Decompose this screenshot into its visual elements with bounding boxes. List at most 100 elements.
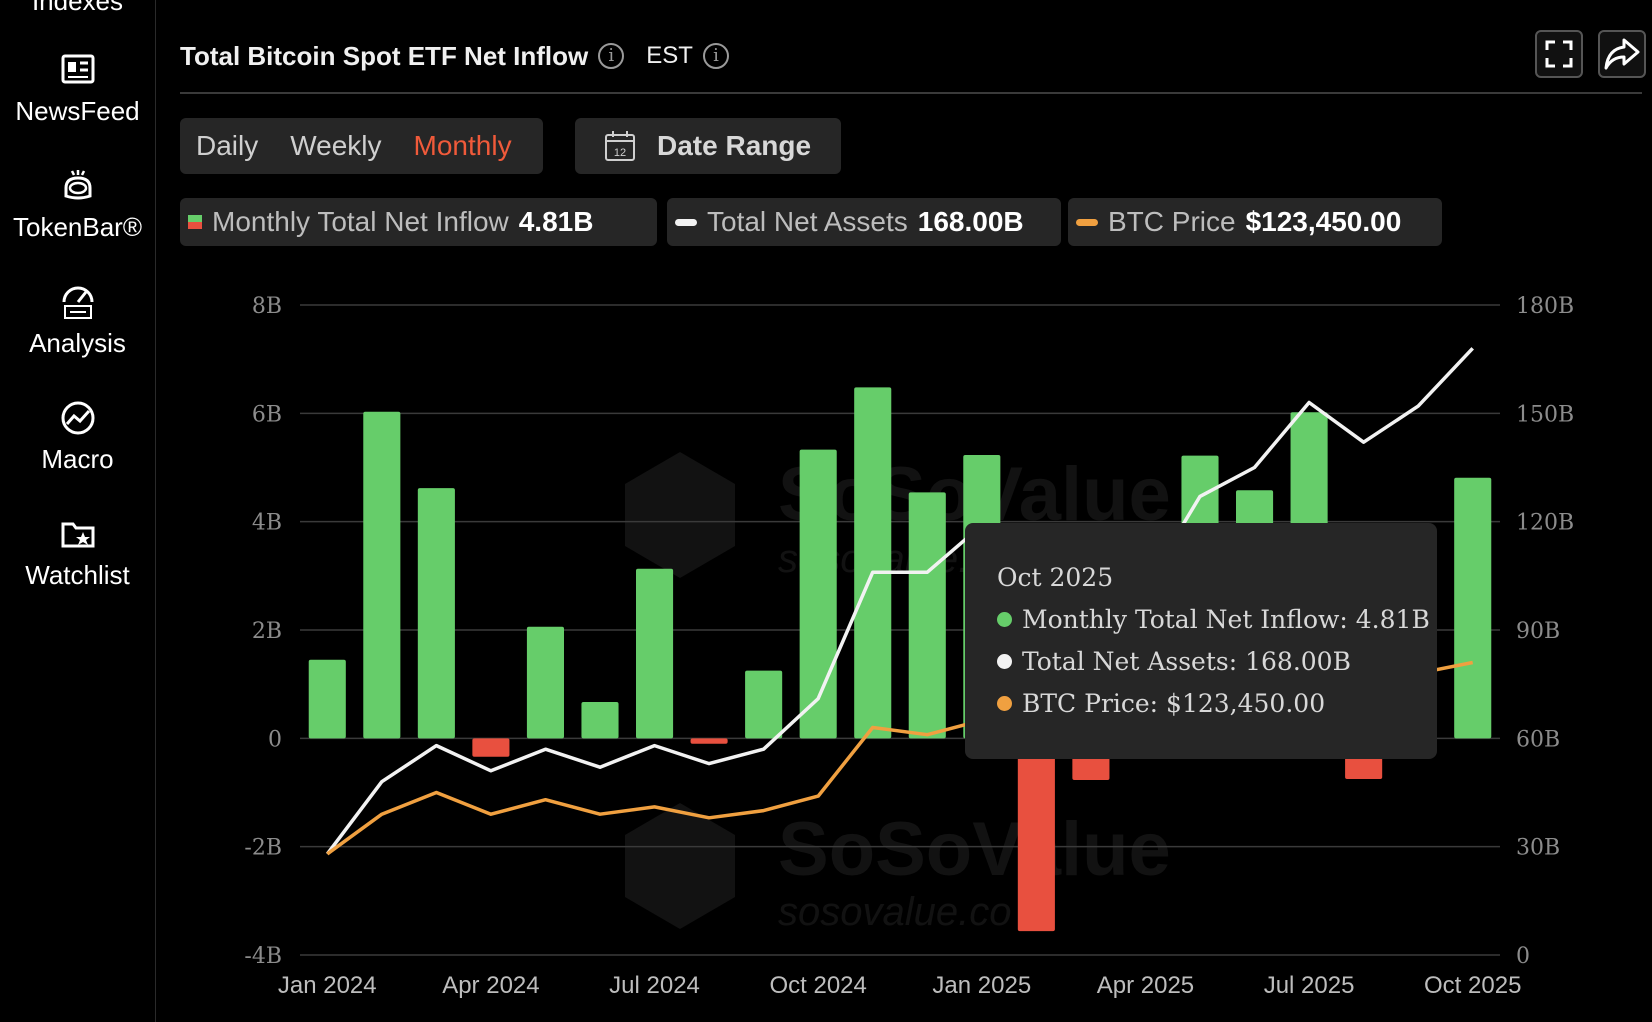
sidebar-item-label: Analysis bbox=[29, 328, 126, 358]
inflow-bar bbox=[1454, 477, 1492, 739]
x-tick-label: Oct 2024 bbox=[769, 972, 866, 999]
total-net-assets-line bbox=[325, 347, 1474, 855]
sidebar-item-label: Watchlist bbox=[25, 560, 130, 590]
data-gauge-icon bbox=[62, 286, 93, 319]
sidebar-item-newsfeed[interactable]: NewsFeed bbox=[0, 50, 155, 127]
watermark-logo bbox=[625, 452, 735, 578]
sidebar-item-macro[interactable]: Macro bbox=[0, 398, 155, 475]
legend-swatch-bar bbox=[188, 215, 202, 229]
y-left-tick-label: 8B bbox=[252, 294, 282, 319]
sidebar-item-tokenbar[interactable]: TokenBar® bbox=[0, 166, 155, 243]
sidebar-item-analysis[interactable]: Analysis bbox=[0, 282, 155, 359]
tooltip-row-assets: Total Net Assets: 168.00B bbox=[997, 647, 1351, 676]
sidebar-item-label: NewsFeed bbox=[15, 96, 140, 126]
fullscreen-button[interactable] bbox=[1535, 30, 1583, 78]
sidebar-item-watchlist[interactable]: Watchlist bbox=[0, 514, 155, 591]
legend-name: BTC Price bbox=[1108, 206, 1236, 237]
calendar-icon: 12 bbox=[605, 131, 635, 161]
legend-net-assets[interactable]: Total Net Assets 168.00B bbox=[667, 198, 1061, 246]
tab-weekly[interactable]: Weekly bbox=[290, 130, 382, 161]
legend-value: $123,450.00 bbox=[1245, 206, 1402, 237]
date-range-button[interactable]: 12 Date Range bbox=[575, 118, 841, 174]
inflow-bar bbox=[526, 626, 564, 739]
y-right-tick-label: 180B bbox=[1516, 294, 1574, 319]
y-left-tick-label: -2B bbox=[244, 836, 282, 861]
sidebar-item-label: TokenBar® bbox=[13, 212, 142, 242]
y-axis-left: 8B 6B 4B 2B 0 -2B -4B bbox=[244, 294, 282, 969]
watermark-bottom: SoSoValue sosovalue.co bbox=[625, 803, 1171, 934]
inflow-bar bbox=[472, 738, 510, 757]
x-tick-label: Apr 2025 bbox=[1097, 972, 1194, 999]
sidebar-item-label: Indexes bbox=[31, 0, 124, 16]
watermark-url: sosovalue.co bbox=[778, 890, 1011, 934]
tab-monthly[interactable]: Monthly bbox=[413, 130, 512, 161]
legend-btc-price[interactable]: BTC Price $123,450.00 bbox=[1068, 198, 1442, 246]
legend-name: Total Net Assets bbox=[707, 206, 908, 237]
date-range-label: Date Range bbox=[657, 130, 812, 161]
legend-net-inflow[interactable]: Monthly Total Net Inflow 4.81B bbox=[180, 198, 657, 246]
inflow-bar bbox=[908, 492, 946, 739]
tooltip-title: Oct 2025 bbox=[997, 563, 1114, 592]
y-left-tick-label: 0 bbox=[268, 727, 282, 752]
y-right-tick-label: 150B bbox=[1516, 402, 1574, 427]
tab-daily[interactable]: Daily bbox=[196, 130, 259, 161]
inflow-bar bbox=[581, 702, 619, 739]
inflow-bar bbox=[799, 449, 837, 739]
timezone-info-icon[interactable]: i bbox=[702, 43, 729, 69]
tokenbar-icon bbox=[64, 170, 91, 200]
inflow-bar bbox=[854, 387, 892, 739]
y-axis-right: 180B 150B 120B 90B 60B 30B 0 bbox=[1516, 294, 1574, 969]
legend-value: 168.00B bbox=[917, 206, 1024, 237]
y-left-tick-label: 2B bbox=[252, 619, 282, 644]
period-selector: Daily Weekly Monthly bbox=[180, 118, 543, 174]
legend-swatch-line bbox=[1076, 218, 1098, 226]
tooltip-dot bbox=[997, 612, 1012, 627]
chart-header: Total Bitcoin Spot ETF Net Inflow i EST … bbox=[180, 36, 729, 76]
x-tick-label: Jul 2024 bbox=[609, 972, 700, 999]
chart-tooltip: Oct 2025 Monthly Total Net Inflow: 4.81B… bbox=[965, 523, 1437, 759]
x-tick-label: Jul 2025 bbox=[1264, 972, 1355, 999]
legend-swatch-line bbox=[675, 218, 697, 226]
inflow-bar bbox=[690, 738, 728, 744]
y-right-tick-label: 0 bbox=[1516, 944, 1530, 969]
tooltip-row-label: BTC Price: $123,450.00 bbox=[1022, 689, 1326, 718]
inflow-bar bbox=[308, 659, 346, 739]
tooltip-row-label: Monthly Total Net Inflow: 4.81B bbox=[1022, 605, 1430, 634]
inflow-bar bbox=[1017, 738, 1055, 932]
share-arrow-icon bbox=[1604, 38, 1640, 70]
x-tick-label: Oct 2025 bbox=[1424, 972, 1521, 999]
globe-chart-icon bbox=[61, 401, 94, 435]
watermark-text: SoSoValue bbox=[778, 807, 1171, 892]
y-right-tick-label: 120B bbox=[1516, 511, 1574, 536]
y-right-tick-label: 90B bbox=[1516, 619, 1560, 644]
newspaper-icon bbox=[61, 54, 94, 84]
tooltip-row-price: BTC Price: $123,450.00 bbox=[997, 689, 1325, 718]
inflow-bar bbox=[363, 411, 401, 739]
info-icon[interactable]: i bbox=[598, 43, 625, 69]
legend-value: 4.81B bbox=[518, 206, 594, 237]
star-folder-icon bbox=[61, 522, 94, 548]
watermark-logo bbox=[625, 803, 735, 929]
x-tick-label: Apr 2024 bbox=[442, 972, 539, 999]
inflow-bar bbox=[745, 670, 783, 739]
tooltip-dot bbox=[997, 654, 1012, 669]
x-axis: Jan 2024 Apr 2024 Jul 2024 Oct 2024 Jan 2025… bbox=[278, 972, 1522, 999]
y-right-tick-label: 30B bbox=[1516, 836, 1560, 861]
calendar-day: 12 bbox=[614, 147, 626, 159]
sidebar-item-indexes[interactable]: Indexes bbox=[0, 0, 155, 17]
tooltip-row-inflow: Monthly Total Net Inflow: 4.81B bbox=[997, 605, 1430, 634]
y-right-tick-label: 60B bbox=[1516, 727, 1560, 752]
x-tick-label: Jan 2024 bbox=[278, 972, 377, 999]
fullscreen-icon bbox=[1545, 40, 1573, 68]
inflow-bar bbox=[417, 488, 455, 739]
tooltip-row-label: Total Net Assets: 168.00B bbox=[1022, 647, 1351, 676]
timezone-label: EST bbox=[646, 42, 693, 69]
legend-name: Monthly Total Net Inflow bbox=[212, 206, 509, 237]
sidebar-item-label: Macro bbox=[41, 444, 114, 474]
share-button[interactable] bbox=[1598, 30, 1646, 78]
inflow-bar bbox=[636, 568, 674, 739]
y-left-tick-label: 4B bbox=[252, 511, 282, 536]
tooltip-dot bbox=[997, 696, 1012, 711]
page-title: Total Bitcoin Spot ETF Net Inflow bbox=[180, 40, 589, 71]
